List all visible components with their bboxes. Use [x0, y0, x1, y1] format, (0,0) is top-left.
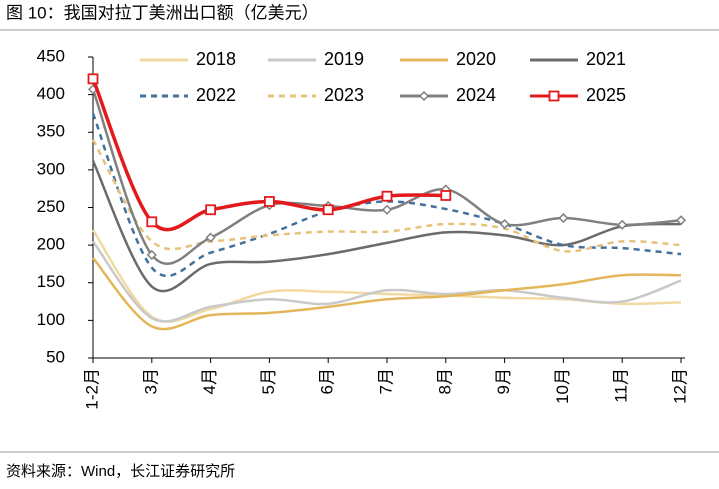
- x-tick-label: 12月: [670, 368, 689, 404]
- x-tick-label: 7月: [376, 368, 395, 394]
- series: [92, 257, 682, 331]
- source: 资料来源：Wind，长江证券研究所: [6, 463, 235, 480]
- series: [87, 73, 452, 232]
- marker: [263, 196, 275, 207]
- legend-label: 2023: [324, 85, 364, 105]
- marker: [322, 204, 334, 216]
- legend-label: 2025: [586, 85, 626, 105]
- x-tick-label: 5月: [259, 368, 278, 394]
- y-tick-label: 150: [37, 272, 65, 291]
- marker: [205, 204, 217, 216]
- series: [92, 240, 682, 323]
- marker: [146, 216, 158, 228]
- y-tick-label: 200: [37, 235, 65, 254]
- legend-label: 2018: [196, 49, 236, 69]
- x-tick-label: 11月: [612, 368, 631, 403]
- chart-title: 图 10：我国对拉丁美洲出口额（亿美元）: [6, 3, 319, 22]
- x-tick-label: 9月: [494, 368, 513, 394]
- marker: [205, 232, 216, 243]
- x-tick-label: 1-2月: [82, 368, 101, 410]
- line: [92, 257, 682, 331]
- y-tick-label: 300: [37, 159, 65, 178]
- line: [91, 139, 682, 253]
- x-tick-label: 8月: [435, 368, 454, 394]
- series: [91, 139, 682, 253]
- marker: [418, 90, 430, 102]
- line: [91, 160, 682, 293]
- marker: [381, 190, 393, 202]
- legend-label: 2020: [456, 49, 496, 69]
- marker: [146, 249, 157, 260]
- line: [92, 240, 682, 323]
- y-tick-label: 50: [46, 347, 65, 366]
- x-tick-label: 10月: [553, 368, 572, 404]
- line: [91, 112, 682, 277]
- x-tick-label: 4月: [200, 368, 219, 394]
- legend-label: 2019: [324, 49, 364, 69]
- x-tick-label: 3月: [141, 368, 160, 394]
- marker: [87, 73, 99, 85]
- y-tick-label: 250: [37, 197, 65, 216]
- series: [91, 112, 682, 277]
- legend-label: 2024: [456, 85, 496, 105]
- marker: [617, 219, 628, 230]
- series: [91, 160, 682, 293]
- y-tick-label: 100: [37, 310, 65, 329]
- marker: [558, 212, 569, 224]
- marker: [499, 218, 510, 230]
- y-tick-label: 450: [37, 46, 65, 65]
- marker: [440, 190, 452, 201]
- legend-label: 2021: [586, 49, 626, 69]
- legend-label: 2022: [196, 85, 236, 105]
- marker: [548, 90, 560, 102]
- y-tick-label: 400: [37, 84, 65, 103]
- x-tick-label: 6月: [318, 368, 337, 394]
- marker: [675, 215, 687, 226]
- y-tick-label: 350: [37, 122, 65, 141]
- series: [87, 84, 687, 265]
- marker: [381, 204, 393, 215]
